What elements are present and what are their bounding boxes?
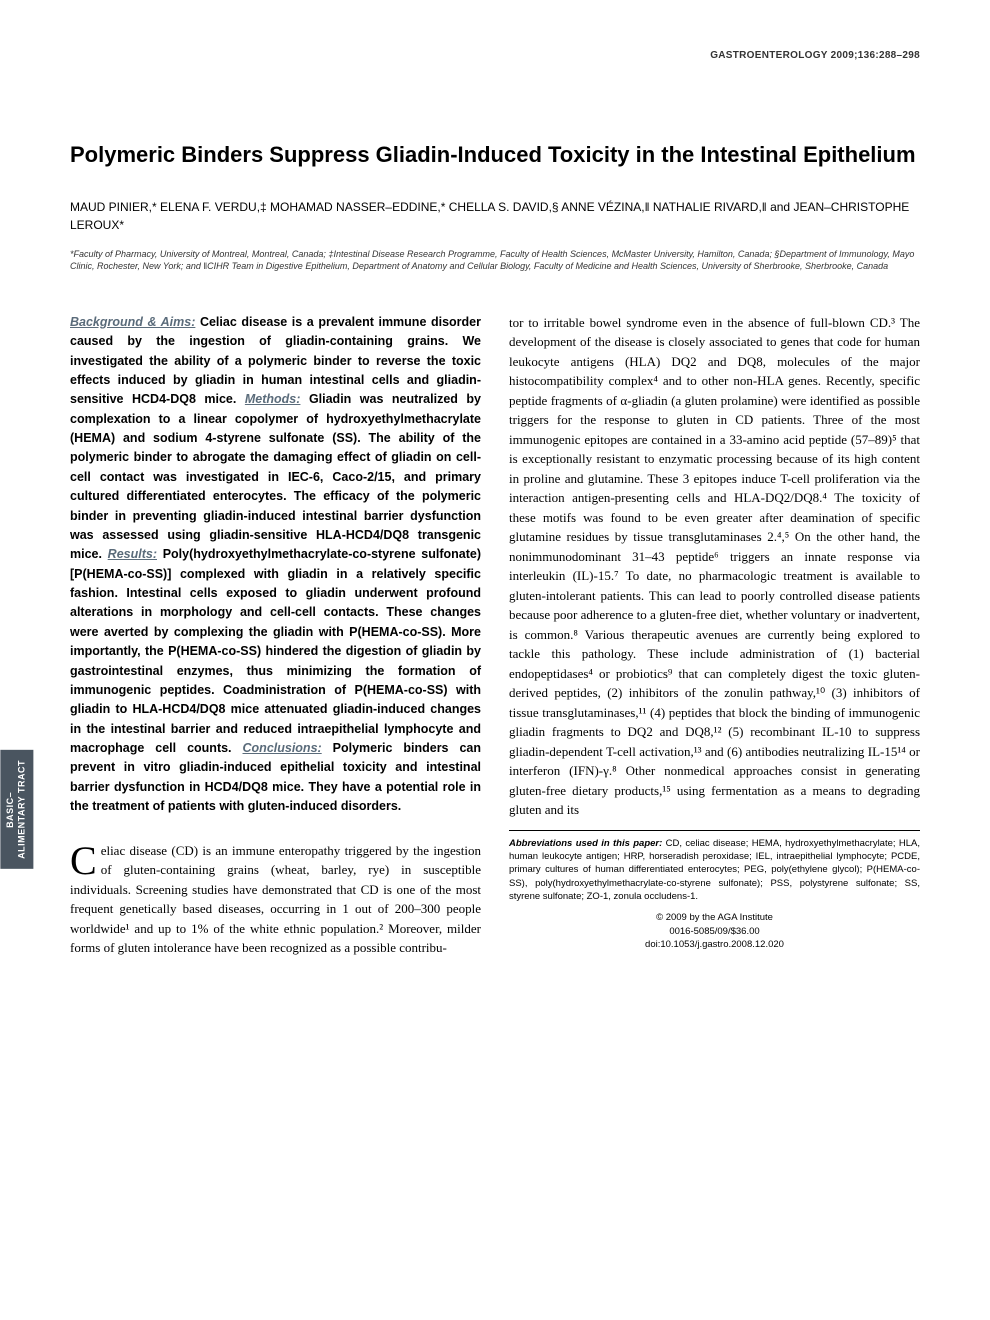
divider-line [509,830,920,831]
abbreviations-label: Abbreviations used in this paper: [509,838,662,849]
body-para-1: eliac disease (CD) is an immune enteropa… [70,843,481,956]
abstract-methods-text: Gliadin was neutralized by complexation … [70,392,481,561]
copyright-block: © 2009 by the AGA Institute 0016-5085/09… [509,911,920,951]
doi-text: doi:10.1053/j.gastro.2008.12.020 [509,938,920,951]
authors-list: MAUD PINIER,* ELENA F. VERDU,‡ MOHAMAD N… [70,198,920,234]
page-container: BASIC–ALIMENTARY TRACT GASTROENTEROLOGY … [0,0,990,998]
journal-header: GASTROENTEROLOGY 2009;136:288–298 [70,50,920,61]
abstract-conclusions-label: Conclusions: [243,741,322,755]
section-tab: BASIC–ALIMENTARY TRACT [0,750,33,869]
issn-text: 0016-5085/09/$36.00 [509,925,920,938]
affiliations: *Faculty of Pharmacy, University of Mont… [70,248,920,273]
abstract-block: Background & Aims: Celiac disease is a p… [70,313,481,817]
article-title: Polymeric Binders Suppress Gliadin-Induc… [70,141,920,170]
abstract-methods-label: Methods: [245,392,301,406]
body-text-right: tor to irritable bowel syndrome even in … [509,313,920,820]
dropcap: C [70,841,101,878]
abstract-results-label: Results: [108,547,157,561]
two-column-layout: Background & Aims: Celiac disease is a p… [70,313,920,958]
right-column: tor to irritable bowel syndrome even in … [509,313,920,958]
abstract-results-text: Poly(hydroxyethylmethacrylate-co-styrene… [70,547,481,755]
left-column: Background & Aims: Celiac disease is a p… [70,313,481,958]
body-text-left: Celiac disease (CD) is an immune enterop… [70,841,481,958]
abstract-background-label: Background & Aims: [70,315,195,329]
copyright-text: © 2009 by the AGA Institute [509,911,920,924]
abbreviations-box: Abbreviations used in this paper: CD, ce… [509,837,920,903]
